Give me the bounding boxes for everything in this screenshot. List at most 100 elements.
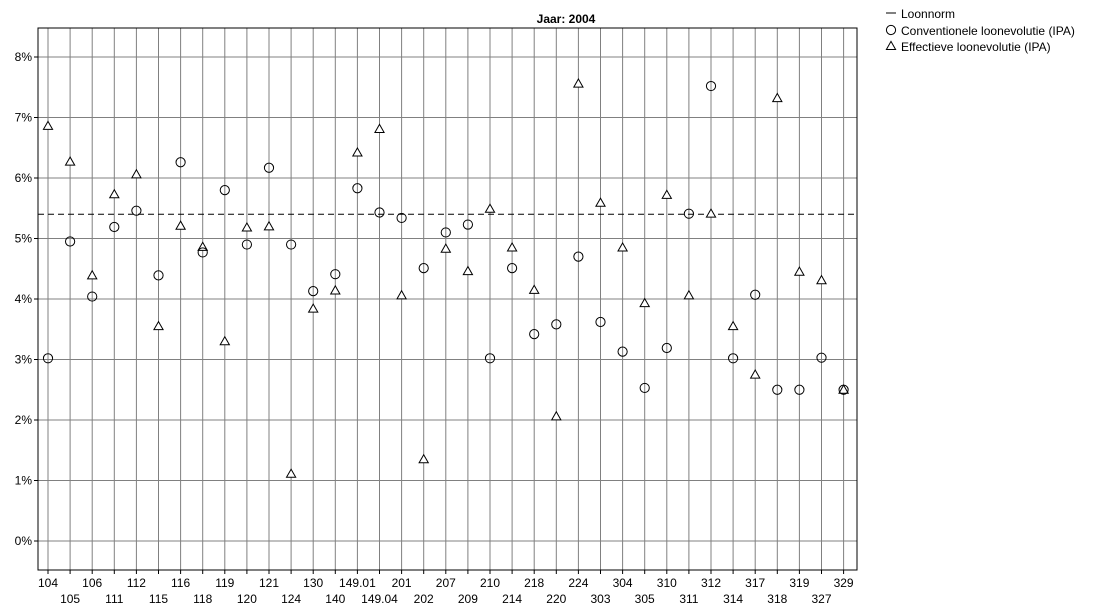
point-effectieve [175,220,187,230]
point-conventionele [65,236,76,247]
point-effectieve [683,289,695,300]
point-effectieve [285,468,297,478]
x-tick-label: 130 [303,576,323,590]
x-tick-label: 303 [590,592,610,606]
legend-label-effectieve: Effectieve loonevolutie (IPA) [901,40,1051,54]
point-conventionele [308,286,319,297]
y-tick-label: 6% [15,171,33,185]
point-conventionele [661,342,672,354]
point-effectieve [816,274,827,285]
x-tick-label: 119 [215,576,234,590]
grid [38,28,857,570]
x-tick-label: 140 [325,592,345,606]
point-effectieve [595,197,606,207]
point-conventionele [440,227,451,238]
legend-label-loonnorm: Loonnorm [901,7,955,21]
point-conventionele [595,316,606,328]
point-conventionele [109,221,120,233]
y-tick-label: 5% [15,232,33,246]
x-tick-label: 327 [811,592,831,606]
point-conventionele [462,219,473,230]
y-tick-label: 3% [15,353,33,367]
point-effectieve [86,269,98,280]
point-effectieve [749,369,761,379]
point-conventionele [374,207,385,218]
point-conventionele [683,208,695,219]
y-tick-label: 8% [15,50,33,64]
point-conventionele [241,239,252,250]
point-conventionele [330,269,341,280]
x-tick-label: 118 [193,592,212,606]
x-tick-label: 149.04 [361,592,398,606]
x-tick-label: 304 [613,576,633,590]
x-tick-label: 317 [745,576,765,590]
point-conventionele [484,353,496,364]
x-tick-label: 311 [679,592,698,606]
point-effectieve [550,410,562,421]
point-effectieve [793,266,805,276]
point-effectieve [462,265,474,276]
point-effectieve [351,146,363,157]
point-effectieve [484,203,496,213]
x-tick-label: 121 [259,576,279,590]
point-effectieve [771,92,783,103]
legend-circle-swatch [885,24,897,36]
point-effectieve [705,208,717,218]
legend-triangle-swatch [885,40,897,50]
point-effectieve [661,189,673,199]
x-tick-label: 305 [635,592,655,606]
point-conventionele [838,384,849,395]
x-tick-label: 210 [480,576,500,590]
data-points [42,78,850,478]
y-tick-label: 1% [15,474,33,488]
point-conventionele [153,270,164,281]
point-effectieve [506,241,518,252]
x-tick-label: 214 [502,592,522,606]
point-conventionele [551,319,562,330]
x-tick-label: 310 [657,576,677,590]
point-conventionele [197,247,208,258]
point-effectieve [418,453,430,464]
point-effectieve [153,320,164,331]
point-effectieve [572,78,584,88]
point-conventionele [286,239,297,250]
y-tick-label: 4% [15,292,33,306]
point-conventionele [728,353,739,364]
point-conventionele [175,157,186,168]
point-effectieve [263,220,275,231]
x-tick-label: 106 [82,576,102,590]
point-conventionele [42,353,54,364]
point-effectieve [64,156,76,166]
point-conventionele [506,263,518,274]
point-conventionele [705,80,717,92]
point-effectieve [639,297,651,308]
x-tick-label: 115 [149,592,168,606]
point-conventionele [816,352,827,363]
x-tick-label: 329 [834,576,854,590]
x-tick-label: 111 [105,592,124,606]
axes: 0%1%2%3%4%5%6%7%8%1041051061111121151161… [15,27,858,606]
x-tick-label: 218 [524,576,544,590]
point-conventionele [772,384,783,395]
chart-title: Jaar: 2004 [537,12,596,26]
x-tick-label: 124 [281,592,301,606]
x-tick-label: 319 [789,576,809,590]
legend-label-conventionele: Conventionele loonevolutie (IPA) [901,24,1075,38]
x-tick-label: 318 [767,592,787,606]
point-conventionele [750,289,761,300]
legend: Loonnorm Conventionele loonevolutie (IPA)… [885,7,1075,54]
point-conventionele [396,212,407,224]
point-effectieve [838,384,850,394]
point-effectieve [329,284,341,295]
point-effectieve [727,320,739,331]
x-tick-label: 201 [392,576,412,590]
x-tick-label: 224 [568,576,588,590]
point-effectieve [440,243,452,253]
y-tick-label: 0% [15,534,33,548]
x-tick-label: 220 [546,592,566,606]
x-tick-label: 105 [60,592,80,606]
y-tick-label: 7% [15,111,33,125]
point-conventionele [573,251,584,262]
point-effectieve [528,284,540,294]
